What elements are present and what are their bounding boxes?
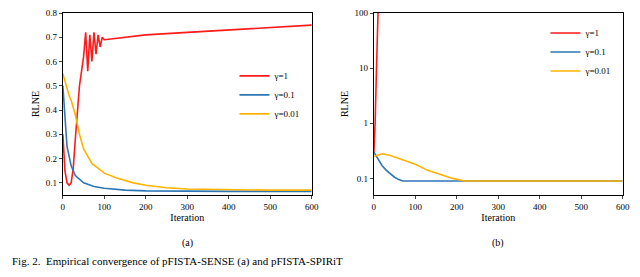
svg-text:100: 100 bbox=[98, 202, 112, 212]
svg-text:γ=0.01: γ=0.01 bbox=[273, 109, 299, 119]
svg-text:0.1: 0.1 bbox=[46, 178, 57, 188]
svg-text:(b): (b) bbox=[492, 237, 504, 249]
svg-text:0.1: 0.1 bbox=[357, 174, 368, 184]
svg-text:500: 500 bbox=[263, 202, 277, 212]
svg-text:γ=0.01: γ=0.01 bbox=[584, 66, 610, 76]
svg-text:400: 400 bbox=[222, 202, 236, 212]
svg-text:600: 600 bbox=[616, 202, 630, 212]
svg-text:200: 200 bbox=[139, 202, 153, 212]
svg-text:γ=1: γ=1 bbox=[273, 71, 288, 81]
svg-text:Iteration: Iteration bbox=[170, 212, 204, 223]
svg-text:300: 300 bbox=[181, 202, 195, 212]
svg-text:10: 10 bbox=[359, 63, 369, 73]
svg-text:(a): (a) bbox=[182, 237, 193, 249]
svg-text:0.8: 0.8 bbox=[46, 8, 58, 18]
svg-text:Iteration: Iteration bbox=[481, 212, 515, 223]
svg-text:0.2: 0.2 bbox=[46, 154, 57, 164]
svg-text:500: 500 bbox=[574, 202, 588, 212]
svg-text:0: 0 bbox=[372, 202, 377, 212]
svg-text:0.6: 0.6 bbox=[46, 57, 58, 67]
svg-text:200: 200 bbox=[450, 202, 464, 212]
svg-text:100: 100 bbox=[409, 202, 423, 212]
svg-text:1: 1 bbox=[364, 118, 369, 128]
svg-text:0: 0 bbox=[61, 202, 66, 212]
svg-text:γ=0.1: γ=0.1 bbox=[273, 90, 294, 100]
svg-text:0.5: 0.5 bbox=[46, 81, 58, 91]
svg-text:0.4: 0.4 bbox=[46, 105, 58, 115]
svg-text:0.7: 0.7 bbox=[46, 32, 58, 42]
svg-text:0.3: 0.3 bbox=[46, 129, 58, 139]
svg-text:400: 400 bbox=[533, 202, 547, 212]
svg-text:Fig. 2. Empirical convergence: Fig. 2. Empirical convergence of pFISTA-… bbox=[12, 255, 343, 268]
svg-text:RLNE: RLNE bbox=[339, 91, 350, 117]
svg-text:600: 600 bbox=[305, 202, 319, 212]
svg-text:300: 300 bbox=[492, 202, 506, 212]
svg-text:RLNE: RLNE bbox=[30, 91, 41, 117]
svg-text:γ=1: γ=1 bbox=[584, 28, 599, 38]
svg-text:γ=0.1: γ=0.1 bbox=[584, 47, 605, 57]
svg-text:100: 100 bbox=[355, 8, 369, 18]
